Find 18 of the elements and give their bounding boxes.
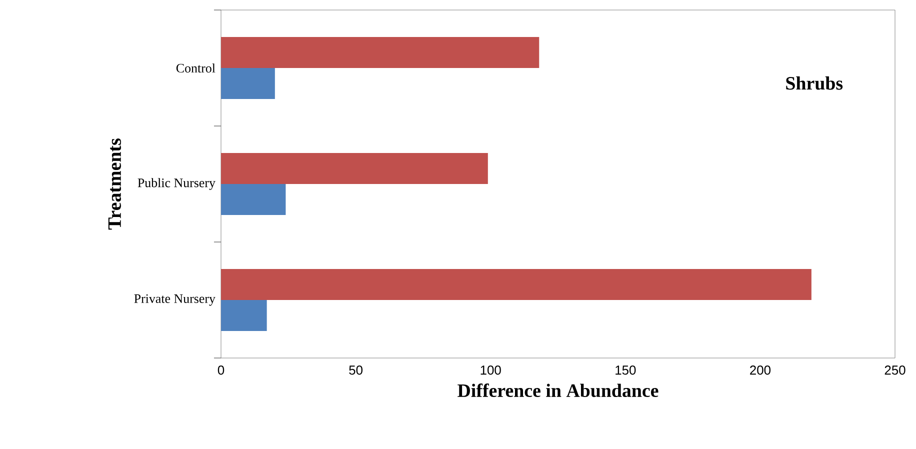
- annotation: Shrubs: [786, 76, 843, 90]
- x-tick-label: 150: [616, 366, 636, 375]
- bar: [221, 269, 812, 300]
- y-tick-label: Private Nursery: [134, 294, 216, 306]
- bar: [221, 153, 488, 184]
- bar: [221, 68, 275, 100]
- bar: [221, 300, 267, 332]
- bar: [221, 184, 286, 216]
- y-tick-label: Public Nursery: [138, 178, 216, 190]
- x-tick-label: 0: [218, 366, 224, 375]
- x-axis-title: Difference in Abundance: [458, 384, 658, 398]
- y-tick-label: Control: [176, 63, 216, 73]
- bar: [221, 37, 540, 68]
- x-tick-label: 200: [750, 366, 771, 375]
- y-axis-title: Treatments: [108, 138, 121, 230]
- x-tick-label: 250: [884, 366, 906, 375]
- x-tick-label: 100: [480, 366, 501, 375]
- x-tick-label: 50: [349, 366, 363, 375]
